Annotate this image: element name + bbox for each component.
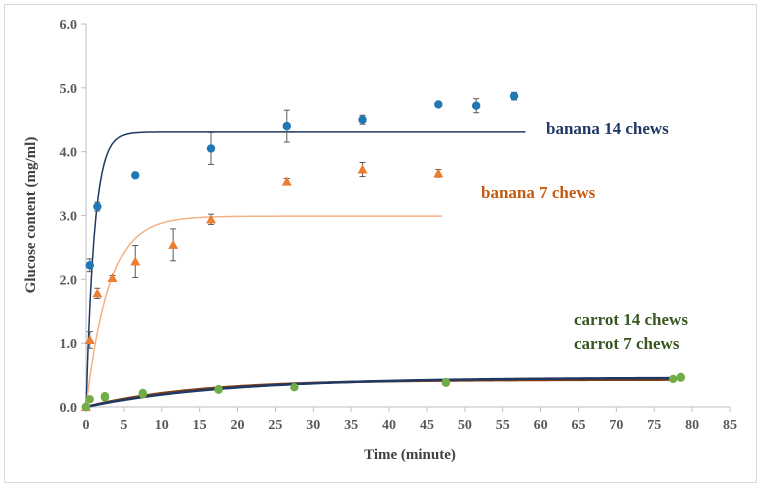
y-tick-label: 5.0 bbox=[60, 82, 78, 97]
y-tick-label: 0.0 bbox=[60, 401, 78, 416]
data-points bbox=[81, 91, 685, 412]
data-point bbox=[84, 334, 95, 344]
chart-frame: 0 5 10 15 20 25 30 35 40 45 50 55 60 65 70 75 80 85 0.0 1.0… bbox=[4, 4, 757, 483]
label-banana-7-chews: banana 7 chews bbox=[481, 183, 596, 202]
data-point bbox=[81, 402, 91, 412]
axes: 0 5 10 15 20 25 30 35 40 45 50 55 60 65 70 75 80 85 0.0 1.0… bbox=[60, 18, 738, 433]
y-tick-label: 4.0 bbox=[60, 146, 78, 161]
data-point bbox=[471, 101, 481, 110]
data-point bbox=[93, 202, 102, 211]
x-tick-label: 45 bbox=[420, 418, 434, 433]
error-bars bbox=[86, 91, 518, 349]
data-point bbox=[281, 176, 292, 186]
x-tick-label: 40 bbox=[382, 418, 396, 433]
data-point bbox=[433, 168, 444, 178]
x-tick-label: 20 bbox=[231, 418, 245, 433]
x-tick-label: 80 bbox=[685, 418, 699, 433]
fit-curve bbox=[85, 376, 677, 409]
data-point bbox=[290, 383, 299, 392]
y-tick-label: 3.0 bbox=[60, 210, 78, 225]
label-carrot-7-chews: carrot 7 chews bbox=[574, 334, 680, 353]
data-point bbox=[131, 171, 140, 180]
data-point bbox=[357, 164, 368, 174]
data-point bbox=[206, 144, 216, 153]
data-point bbox=[85, 395, 94, 404]
data-point bbox=[282, 121, 291, 131]
data-point bbox=[107, 273, 118, 283]
data-point bbox=[206, 214, 217, 224]
data-point bbox=[100, 393, 110, 402]
x-tick-label: 60 bbox=[534, 418, 548, 433]
x-tick-label: 10 bbox=[155, 418, 169, 433]
x-axis-title: Time (minute) bbox=[364, 447, 456, 463]
y-tick-label: 1.0 bbox=[60, 337, 78, 352]
data-point bbox=[441, 377, 451, 387]
y-tick-label: 6.0 bbox=[60, 18, 78, 33]
fit-curve bbox=[85, 215, 443, 408]
x-tick-label: 25 bbox=[268, 418, 282, 433]
x-tick-label: 75 bbox=[647, 418, 661, 433]
x-tick-label: 50 bbox=[458, 418, 472, 433]
x-tick-label: 30 bbox=[306, 418, 320, 433]
data-point bbox=[509, 91, 519, 101]
label-carrot-14-chews: carrot 14 chews bbox=[574, 310, 688, 329]
x-tick-label: 55 bbox=[496, 418, 510, 433]
glucose-chart: 0 5 10 15 20 25 30 35 40 45 50 55 60 65 70 75 80 85 0.0 1.0… bbox=[23, 18, 738, 463]
data-point bbox=[130, 256, 141, 266]
x-tick-label: 35 bbox=[344, 418, 358, 433]
data-point bbox=[358, 115, 367, 124]
data-point bbox=[434, 100, 443, 109]
x-tick-label: 70 bbox=[609, 418, 623, 433]
x-tick-label: 85 bbox=[723, 418, 737, 433]
x-tick-label: 65 bbox=[571, 418, 585, 433]
data-point bbox=[92, 288, 103, 298]
data-point bbox=[138, 388, 148, 398]
data-point bbox=[168, 239, 179, 249]
fit-curves bbox=[85, 131, 677, 409]
y-tick-label: 2.0 bbox=[60, 273, 78, 288]
x-tick-label: 15 bbox=[193, 418, 207, 433]
data-point bbox=[668, 374, 678, 384]
data-point bbox=[214, 384, 223, 394]
data-point bbox=[85, 261, 94, 270]
x-tick-label: 5 bbox=[120, 418, 127, 433]
data-point bbox=[676, 373, 685, 382]
fit-curve bbox=[85, 131, 526, 408]
y-axis-title: Glucose content (mg/ml) bbox=[23, 137, 39, 294]
x-tick-label: 0 bbox=[83, 418, 90, 433]
label-banana-14-chews: banana 14 chews bbox=[546, 119, 669, 138]
